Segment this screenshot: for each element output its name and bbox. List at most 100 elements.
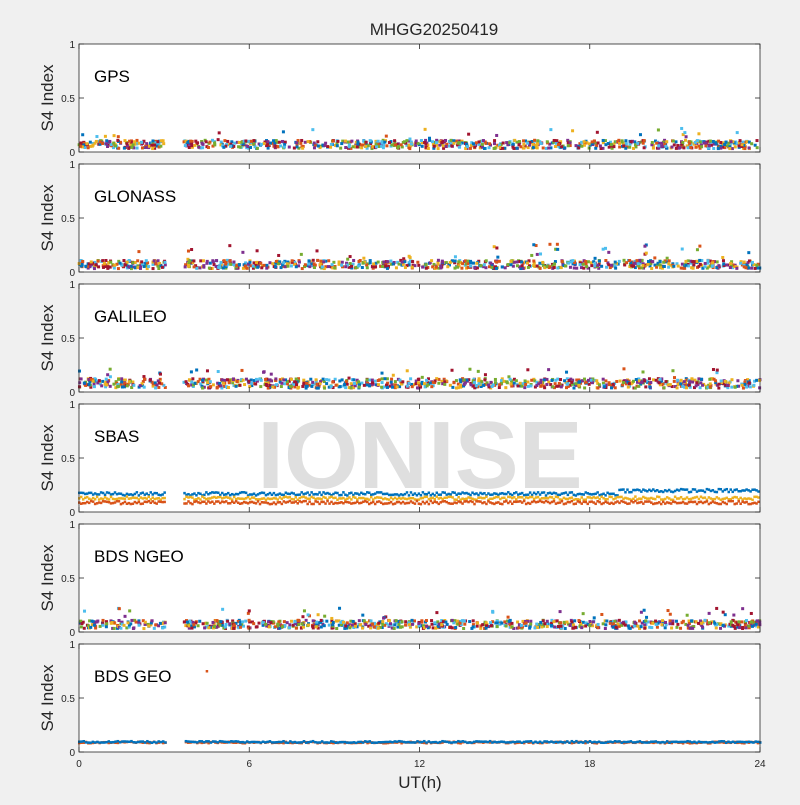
data-point: [667, 383, 670, 386]
data-point: [244, 139, 247, 142]
data-point: [722, 262, 725, 265]
data-point: [295, 383, 298, 386]
data-point: [339, 385, 342, 388]
data-point: [218, 131, 221, 134]
data-point: [208, 267, 211, 270]
data-point: [421, 266, 424, 269]
data-point: [433, 621, 436, 624]
data-point: [117, 619, 120, 622]
data-point: [737, 500, 740, 503]
data-point: [732, 614, 735, 617]
data-point: [615, 626, 618, 629]
data-point: [567, 262, 570, 265]
data-point: [162, 142, 165, 145]
data-point: [80, 625, 83, 628]
data-point: [659, 378, 662, 381]
data-point: [350, 140, 353, 143]
data-point: [186, 621, 189, 624]
data-point: [123, 624, 126, 627]
data-point: [642, 264, 645, 267]
data-point: [713, 622, 716, 625]
data-point: [551, 385, 554, 388]
data-point: [417, 381, 420, 384]
data-point: [372, 262, 375, 265]
data-point: [143, 386, 146, 389]
data-point: [264, 378, 267, 381]
data-point: [146, 740, 149, 743]
data-point: [424, 128, 427, 131]
data-point: [126, 142, 129, 145]
data-point: [295, 265, 298, 268]
data-point: [494, 378, 497, 381]
data-point: [255, 741, 258, 744]
panel-label: GLONASS: [94, 187, 176, 206]
data-point: [709, 140, 712, 143]
data-point: [224, 625, 227, 628]
data-point: [495, 134, 498, 137]
data-point: [316, 259, 319, 262]
data-point: [688, 142, 691, 145]
data-point: [228, 741, 231, 744]
data-point: [319, 260, 322, 263]
data-point: [213, 143, 216, 146]
data-point: [195, 368, 198, 371]
data-point: [420, 139, 423, 142]
data-point: [405, 139, 408, 142]
data-point: [584, 625, 587, 628]
data-point: [344, 265, 347, 268]
data-point: [624, 139, 627, 142]
data-point: [411, 623, 414, 626]
y-tick-label: 1: [69, 520, 75, 531]
data-point: [577, 619, 580, 622]
data-point: [256, 249, 259, 252]
data-point: [252, 622, 255, 625]
data-point: [357, 264, 360, 267]
data-point: [156, 384, 159, 387]
data-point: [401, 380, 404, 383]
data-point: [335, 627, 338, 630]
data-point: [714, 141, 717, 144]
data-point: [648, 385, 651, 388]
data-point: [246, 145, 249, 148]
data-point: [444, 621, 447, 624]
y-tick-label: 0: [69, 628, 75, 639]
data-point: [716, 260, 719, 263]
data-point: [250, 382, 253, 385]
data-point: [322, 260, 325, 263]
data-point: [275, 139, 278, 142]
data-point: [194, 741, 197, 744]
data-point: [350, 386, 353, 389]
data-point: [295, 627, 298, 630]
data-point: [488, 146, 491, 149]
data-point: [267, 387, 270, 390]
data-point: [512, 146, 515, 149]
data-point: [357, 380, 360, 383]
data-point: [654, 498, 657, 501]
data-point: [263, 370, 266, 373]
data-point: [404, 623, 407, 626]
data-point: [326, 145, 329, 148]
data-point: [684, 264, 687, 267]
data-point: [423, 382, 426, 385]
data-point: [369, 139, 372, 142]
data-point: [425, 263, 428, 266]
data-point: [730, 386, 733, 389]
data-point: [712, 147, 715, 150]
data-point: [356, 141, 359, 144]
data-point: [103, 741, 106, 744]
data-point: [635, 378, 638, 381]
data-point: [113, 267, 116, 270]
data-point: [669, 613, 672, 616]
data-point: [672, 140, 675, 143]
data-point: [163, 261, 166, 264]
data-point: [339, 147, 342, 150]
data-point: [747, 266, 750, 269]
data-point: [588, 620, 591, 623]
data-point: [690, 619, 693, 622]
data-point: [212, 740, 215, 743]
data-point: [289, 385, 292, 388]
data-point: [605, 266, 608, 269]
data-point: [583, 144, 586, 147]
data-point: [233, 142, 236, 145]
